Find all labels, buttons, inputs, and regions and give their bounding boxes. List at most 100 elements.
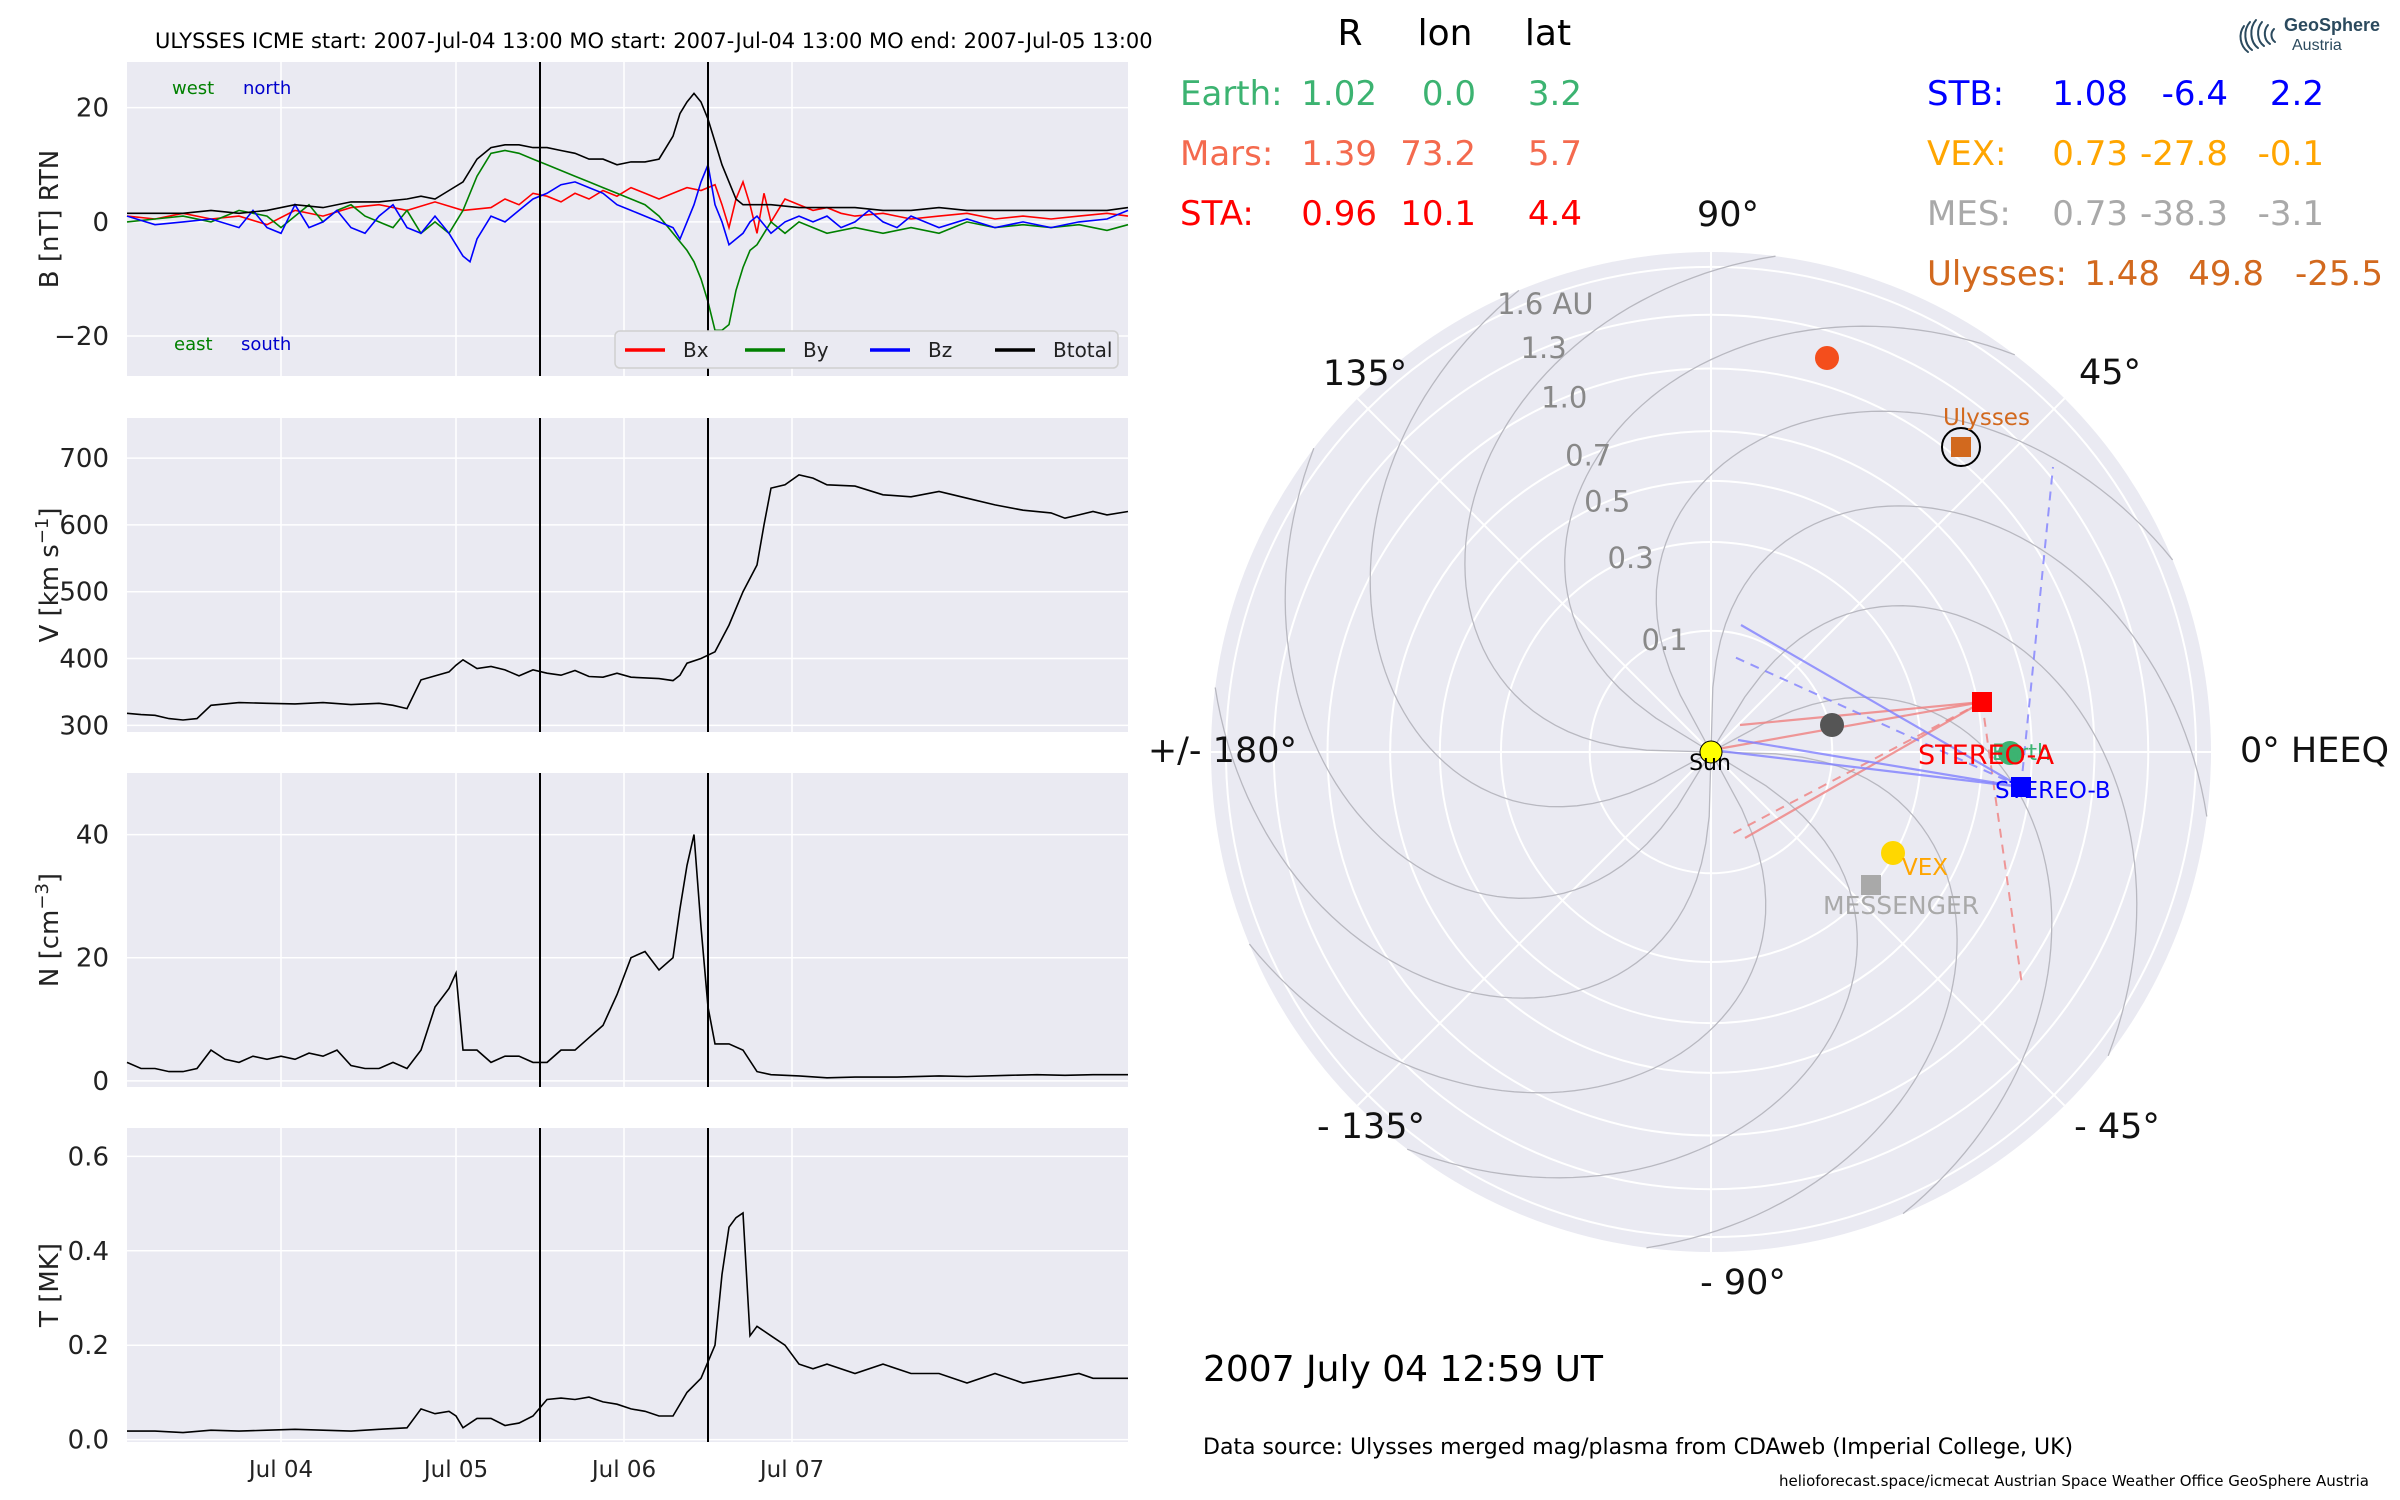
- angle-label: 90°: [1697, 195, 1759, 235]
- y-tick-label: 600: [59, 511, 109, 541]
- sta-fov-line: [1711, 700, 1983, 752]
- y-tick-label: 20: [76, 94, 109, 124]
- stereo-a-label: STEREO-A: [1918, 740, 2055, 771]
- col-header-lat: lat: [1524, 13, 1572, 54]
- sta-fov-line: [1744, 701, 1983, 839]
- position-cell-r: 1.39: [1301, 134, 1377, 174]
- sun-marker: [1699, 740, 1723, 764]
- y-tick-label: 0: [92, 1067, 109, 1097]
- position-cell-name: Ulysses:: [1927, 254, 2067, 294]
- position-cell-name: Earth:: [1180, 74, 1283, 114]
- y-tick-label: 300: [59, 711, 109, 741]
- orientation-label-west: west: [172, 78, 214, 99]
- position-cell-r: 1.02: [1301, 74, 1377, 114]
- radial-tick-label: 1.0: [1541, 381, 1587, 415]
- stb-fov-line: [1740, 624, 2022, 788]
- stb-fov-dashed: [2020, 466, 2054, 788]
- x-tick-label: Jul 04: [247, 1457, 313, 1483]
- position-cell-lon: -6.4: [2161, 74, 2228, 114]
- position-cell-name: Mars:: [1180, 134, 1274, 174]
- mercury-marker: [1820, 713, 1844, 737]
- sun-label: Sun: [1689, 751, 1731, 776]
- angular-grid-line: [1356, 397, 1712, 753]
- data-source-label: Data source: Ulysses merged mag/plasma f…: [1203, 1435, 2074, 1460]
- parker-spiral-line: [1284, 447, 1712, 899]
- parker-spiral-line: [1464, 255, 1776, 753]
- y-axis-label: N [cm−3]: [32, 873, 65, 987]
- ulysses-label: Ulysses: [1943, 405, 2030, 431]
- position-cell-r: 0.73: [2052, 134, 2128, 174]
- y-tick-label: 40: [76, 821, 109, 851]
- legend-label-bx: Bx: [683, 338, 709, 362]
- position-cell-lat: 2.2: [2269, 74, 2324, 114]
- y-tick-label: −20: [54, 322, 109, 352]
- position-cell-lat: -25.5: [2295, 254, 2383, 294]
- ulysses-ring: [1941, 427, 1981, 467]
- radial-tick-label: 1.3: [1521, 331, 1567, 365]
- radial-tick-label: 0.5: [1584, 484, 1630, 518]
- mars-marker: [1815, 346, 1839, 370]
- y-tick-label: 0.0: [68, 1426, 109, 1456]
- stb-fov-line: [1737, 738, 2022, 789]
- plot-background: [127, 773, 1128, 1087]
- radial-tick-label: 0.7: [1565, 439, 1611, 473]
- parker-spiral-line: [1655, 410, 2174, 753]
- angle-label: - 135°: [1317, 1107, 1425, 1147]
- angle-label: 45°: [2079, 353, 2141, 393]
- parker-spiral-line: [1710, 505, 2208, 817]
- parker-spiral-line: [1646, 751, 1958, 1249]
- position-cell-r: 0.96: [1301, 194, 1377, 234]
- gridlines: [127, 418, 1128, 732]
- angle-label: - 90°: [1700, 1263, 1786, 1303]
- geosphere-logo[interactable]: GeoSphere Austria: [2236, 14, 2386, 60]
- vex-label: VEX: [1902, 855, 1948, 881]
- angular-grid-line: [1710, 397, 2066, 753]
- radial-tick-label: 1.6 AU: [1497, 287, 1593, 321]
- radial-tick-label: 0.3: [1608, 541, 1654, 575]
- y-axis-label: T [MK]: [35, 1243, 65, 1328]
- messenger-marker: [1861, 875, 1881, 895]
- series-line-bz: [126, 161, 1129, 264]
- radial-tick-label: 0.1: [1642, 623, 1688, 657]
- position-cell-lat: 3.2: [1527, 74, 1582, 114]
- ulysses-marker: [1951, 437, 1971, 457]
- position-cell-lon: 0.0: [1421, 74, 1476, 114]
- position-cell-lon: -27.8: [2140, 134, 2228, 174]
- position-table-headers: R lon lat: [0, 13, 1600, 54]
- messenger-label: MESSENGER: [1823, 891, 1979, 920]
- stb-fov-line: [1711, 748, 2022, 789]
- y-tick-label: 0: [92, 208, 109, 238]
- series-line-btotal: [127, 92, 1129, 215]
- footer-credits: helioforecast.space/icmecat Austrian Spa…: [1779, 1472, 2369, 1490]
- position-cell-name: STA:: [1180, 194, 1254, 234]
- legend-label-btotal: Btotal: [1053, 338, 1112, 362]
- parker-spiral-line: [1564, 325, 2016, 753]
- parker-spiral-line: [1214, 687, 1712, 999]
- position-cell-lon: 10.1: [1400, 194, 1476, 234]
- position-cell-r: 1.48: [2084, 254, 2160, 294]
- y-tick-label: 0.6: [68, 1142, 109, 1172]
- y-tick-label: 20: [76, 944, 109, 974]
- gridlines: [127, 773, 1128, 1087]
- timestamp-label: 2007 July 04 12:59 UT: [1203, 1349, 1604, 1390]
- parker-spirals: [1214, 255, 2208, 1249]
- x-tick-label: Jul 06: [590, 1457, 656, 1483]
- angle-label: - 45°: [2074, 1107, 2160, 1147]
- position-cell-lon: 49.8: [2188, 254, 2264, 294]
- series-line-t: [127, 1211, 1128, 1434]
- orientation-label-east: east: [174, 334, 213, 355]
- x-tick-label: Jul 05: [422, 1457, 488, 1483]
- col-header-r: R: [1337, 13, 1363, 54]
- parker-spiral-line: [1369, 289, 1712, 808]
- geosphere-logo-icon: [2239, 19, 2276, 53]
- gridlines: [127, 1128, 1128, 1442]
- earth-marker: [1998, 741, 2022, 765]
- panel-b: −20 0 20 B [nT] RTN: [35, 62, 1129, 376]
- plot-background: [127, 418, 1128, 732]
- series-line-by: [126, 149, 1129, 332]
- stereo-b-marker: [2011, 777, 2031, 797]
- stereo-fov-lines: [1711, 466, 2054, 986]
- position-cell-lon: 73.2: [1400, 134, 1476, 174]
